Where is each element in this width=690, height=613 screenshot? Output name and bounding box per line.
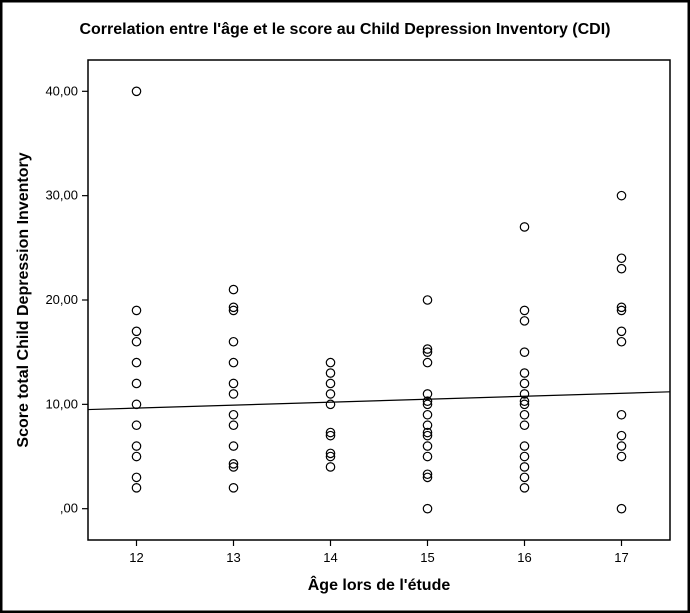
chart-svg: Correlation entre l'âge et le score au C… (0, 0, 690, 613)
x-tick-label: 14 (323, 550, 337, 565)
x-tick-label: 12 (129, 550, 143, 565)
x-axis-label: Âge lors de l'étude (308, 575, 451, 594)
x-tick-label: 17 (614, 550, 628, 565)
y-tick-label: ,00 (60, 501, 78, 516)
y-tick-label: 40,00 (45, 83, 78, 98)
x-tick-label: 13 (226, 550, 240, 565)
scatter-chart: Correlation entre l'âge et le score au C… (0, 0, 690, 613)
x-tick-label: 16 (517, 550, 531, 565)
outer-border (1, 1, 689, 612)
chart-title: Correlation entre l'âge et le score au C… (79, 21, 610, 38)
y-tick-label: 10,00 (45, 396, 78, 411)
x-tick-label: 15 (420, 550, 434, 565)
y-tick-label: 30,00 (45, 188, 78, 203)
y-axis-label: Score total Child Depression Inventory (15, 152, 32, 447)
y-tick-label: 20,00 (45, 292, 78, 307)
